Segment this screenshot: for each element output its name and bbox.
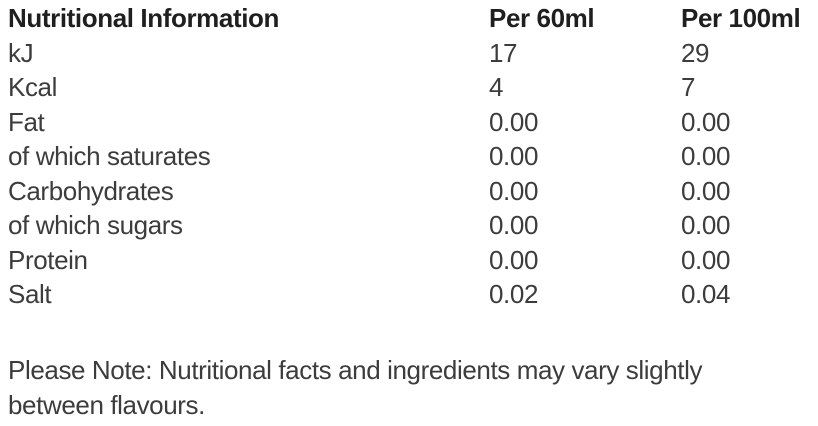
table-row-sugars: of which sugars 0.00 0.00 [8, 208, 808, 243]
table-row-kcal: Kcal 4 7 [8, 70, 808, 105]
value-per-60ml: 0.00 [489, 141, 539, 171]
value-per-60ml: 0.00 [489, 210, 539, 240]
column-header-per-60ml: Per 60ml [489, 3, 595, 33]
row-label: Salt [8, 279, 52, 309]
table-row-fat: Fat 0.00 0.00 [8, 105, 808, 140]
row-label: Protein [8, 244, 88, 275]
table-row-carbohydrates: Carbohydrates 0.00 0.00 [8, 174, 808, 209]
value-per-100ml: 0.00 [681, 244, 731, 275]
value-per-60ml: 0.00 [489, 106, 539, 137]
value-per-100ml: 0.04 [681, 279, 731, 309]
value-per-100ml: 0.00 [681, 210, 731, 240]
value-per-60ml: 0.00 [489, 175, 539, 206]
value-per-60ml: 0.00 [489, 244, 539, 275]
table-row-saturates: of which saturates 0.00 0.00 [8, 139, 808, 174]
value-per-60ml: 17 [489, 37, 518, 68]
disclaimer-note: Please Note: Nutritional facts and ingre… [8, 353, 818, 423]
value-per-60ml: 0.02 [489, 279, 539, 309]
table-row-salt: Salt 0.02 0.04 [8, 277, 808, 312]
value-per-100ml: 29 [681, 37, 710, 68]
value-per-60ml: 4 [489, 72, 504, 102]
nutrition-table: Nutritional Information Per 60ml Per 100… [8, 1, 808, 312]
row-label: Kcal [8, 72, 57, 102]
table-header-row: Nutritional Information Per 60ml Per 100… [8, 1, 808, 36]
table-row-kj: kJ 17 29 [8, 36, 808, 71]
value-per-100ml: 0.00 [681, 141, 731, 171]
value-per-100ml: 7 [681, 72, 696, 102]
row-label: Fat [8, 106, 45, 137]
disclaimer-note-line-2: between flavours. [8, 389, 205, 420]
row-label: Carbohydrates [8, 175, 174, 206]
value-per-100ml: 0.00 [681, 175, 731, 206]
row-label: of which sugars [8, 210, 183, 240]
value-per-100ml: 0.00 [681, 106, 731, 137]
disclaimer-note-line-1: Please Note: Nutritional facts and ingre… [8, 354, 703, 385]
column-header-per-100ml: Per 100ml [681, 3, 801, 33]
table-row-protein: Protein 0.00 0.00 [8, 243, 808, 278]
row-label: kJ [8, 37, 34, 68]
column-header-nutritional-information: Nutritional Information [8, 3, 279, 33]
row-label: of which saturates [8, 141, 211, 171]
